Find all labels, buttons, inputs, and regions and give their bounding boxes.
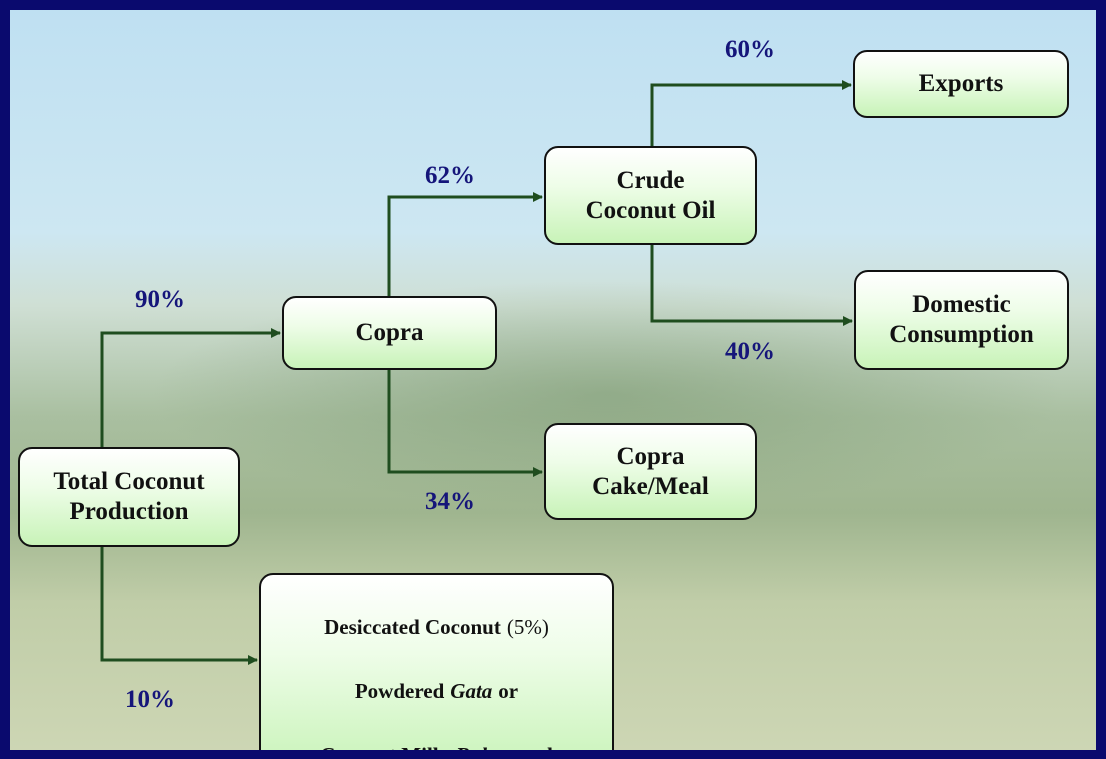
- node-text: Coconut Milk,: [320, 743, 450, 750]
- node-text: Copra: [355, 319, 423, 346]
- edge-label: 40%: [725, 338, 775, 366]
- edge-label: 90%: [135, 286, 185, 314]
- frame: Total Coconut Production Copra Crude Cocon…: [0, 0, 1106, 759]
- edge-label: 34%: [425, 488, 475, 516]
- node-line: Consumption: [889, 320, 1034, 350]
- arrow: [389, 197, 542, 296]
- edge-label: 62%: [425, 162, 475, 190]
- node-line: Crude: [616, 166, 684, 196]
- node-text: Production: [70, 498, 189, 525]
- node-line: Cake/Meal: [592, 472, 709, 502]
- arrow: [652, 245, 852, 321]
- node: Copra: [282, 296, 497, 370]
- node-text: Gata: [450, 679, 492, 703]
- node: Copra Cake/Meal: [544, 423, 757, 520]
- arrow: [102, 547, 257, 660]
- node-text: , and: [508, 743, 552, 750]
- node-text: Copra: [616, 443, 684, 470]
- node-text: Cake/Meal: [592, 473, 709, 500]
- node-line: Desiccated Coconut(5%): [324, 595, 549, 659]
- node-line: Production: [70, 497, 189, 527]
- edge-label: 60%: [725, 36, 775, 64]
- node: Domestic Consumption: [854, 270, 1069, 370]
- node-line: Copra: [616, 442, 684, 472]
- arrow: [102, 333, 280, 447]
- node-line: Exports: [919, 69, 1004, 99]
- node: Total Coconut Production: [18, 447, 240, 547]
- background: Total Coconut Production Copra Crude Cocon…: [10, 10, 1096, 750]
- node: Exports: [853, 50, 1069, 118]
- node-text: Domestic: [912, 291, 1011, 318]
- node: Crude Coconut Oil: [544, 146, 757, 245]
- node-text: Consumption: [889, 321, 1034, 348]
- node-text: or: [498, 679, 518, 703]
- node-text: Total Coconut: [53, 468, 204, 495]
- node: Desiccated Coconut(5%)PowderedGataorCoco…: [259, 573, 614, 750]
- node-line: Coconut Milk, Buko , and: [320, 723, 553, 750]
- node-text: Crude: [616, 167, 684, 194]
- node-line: Coconut Oil: [586, 196, 716, 226]
- node-text: Exports: [919, 70, 1004, 97]
- arrow: [389, 370, 542, 472]
- node-text: (5%): [507, 615, 549, 639]
- node-text: Desiccated Coconut: [324, 615, 501, 639]
- edge-label: 10%: [125, 686, 175, 714]
- node-line: Copra: [355, 318, 423, 348]
- node-text: Coconut Oil: [586, 197, 716, 224]
- node-line: Total Coconut: [53, 467, 204, 497]
- node-text: Buko: [456, 743, 503, 750]
- node-line: Domestic: [912, 290, 1011, 320]
- node-text: Powdered: [355, 679, 444, 703]
- arrow: [652, 85, 851, 146]
